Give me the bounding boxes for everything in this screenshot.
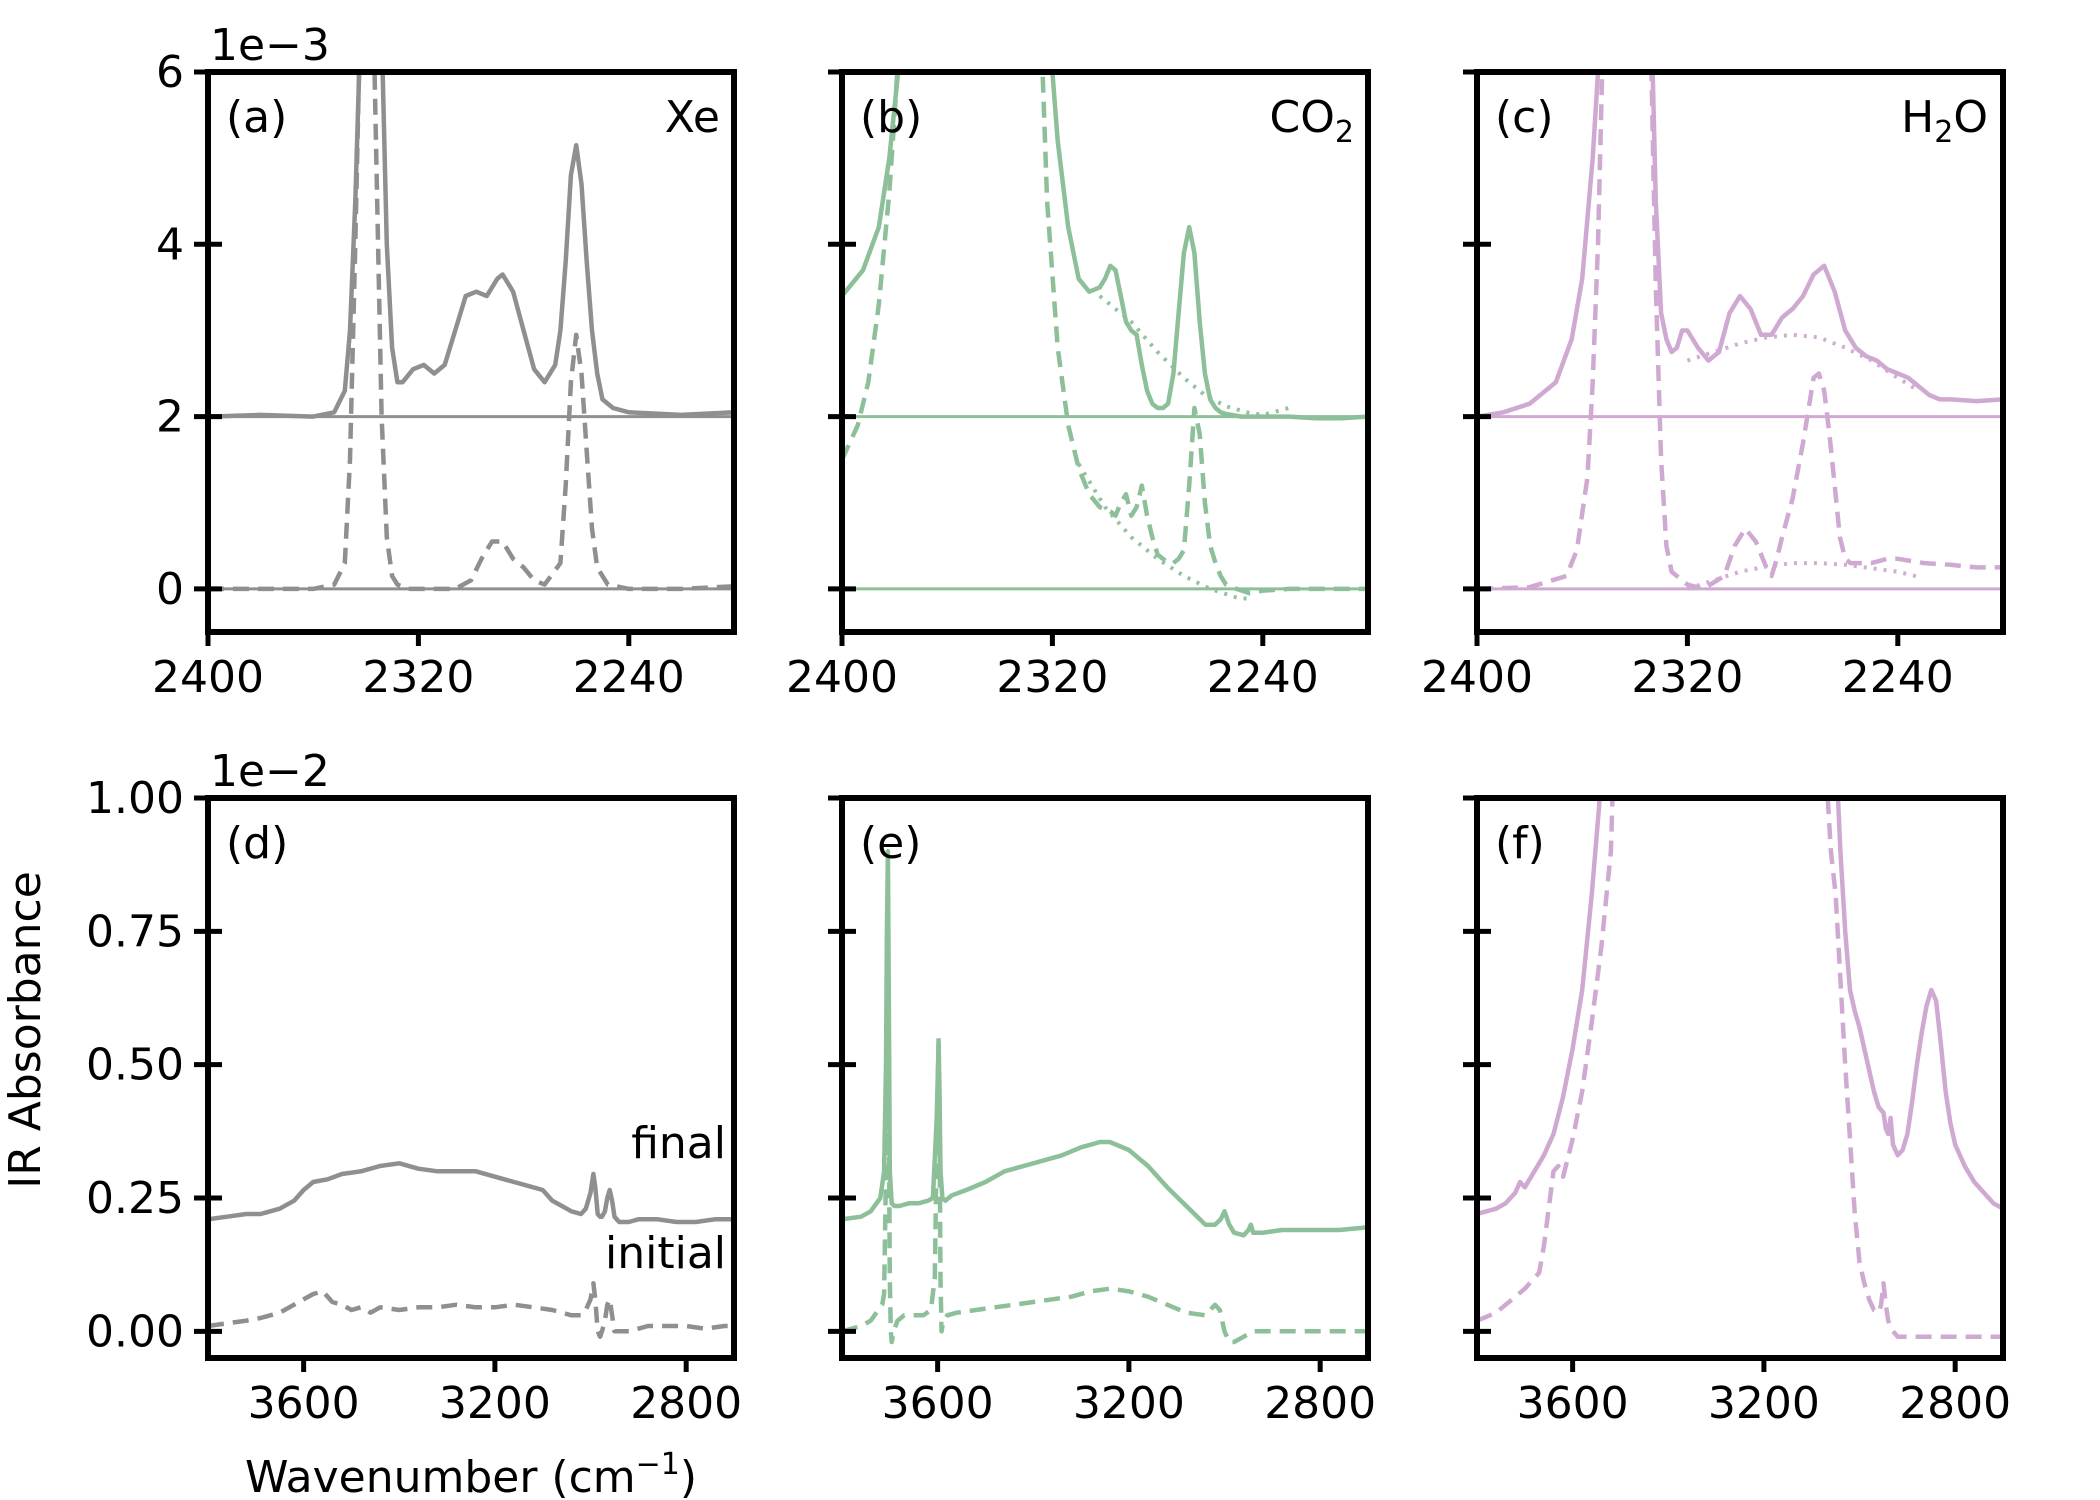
panel-b-xtick-label-0: 2400 (786, 652, 898, 703)
panel-a-ytick-label-1: 2 (156, 392, 184, 443)
panel-a-species: Xe (665, 92, 720, 143)
panel-a-ytick-label-0: 0 (156, 564, 184, 615)
panel-c-series-initial (1477, 72, 2003, 592)
panel-e-xtick-label-2: 2800 (1264, 1378, 1376, 1429)
panel-b-xtick-label-1: 2320 (996, 652, 1108, 703)
panel-b-xtick-label-2: 2240 (1207, 652, 1319, 703)
panel-b: 2400 2320 2240 (b) CO2 (786, 69, 1371, 703)
panel-a-xtick-label-0: 2400 (152, 652, 264, 703)
panel-e-xtick-label-1: 3200 (1073, 1378, 1185, 1429)
panel-b-species: CO2 (1270, 92, 1354, 150)
panel-c: 2400 2320 2240 (c) H2O (1421, 69, 2006, 703)
panel-b-data (842, 72, 1368, 602)
panel-a-xtick-label-2: 2240 (573, 652, 685, 703)
panel-a-frame (205, 69, 737, 635)
panel-f-label: (f) (1495, 818, 1545, 869)
panel-d-frame (205, 795, 737, 1361)
x-axis-title: Wavenumber (cm−1) (245, 1447, 697, 1500)
panel-d: 0.00 0.25 0.50 0.75 1.00 3600 3200 2800 (d) 1e−… (86, 746, 742, 1429)
panel-f-xtick-label-2: 2800 (1899, 1378, 2011, 1429)
panel-b-ticks: 2400 2320 2240 (786, 69, 1319, 703)
panel-f-ticks: 3600 3200 2800 (1463, 795, 2011, 1429)
panel-c-xtick-label-1: 2320 (1631, 652, 1743, 703)
row-2-offset-label: 1e−2 (210, 746, 330, 797)
annotation-initial: initial (605, 1228, 726, 1279)
panel-a-ticks: 0 2 4 6 2400 2320 2240 (152, 47, 685, 703)
panel-c-series-final (1477, 72, 2003, 419)
panel-a-xtick-label-1: 2320 (362, 652, 474, 703)
panel-c-species: H2O (1901, 92, 1988, 150)
row-1-offset-label: 1e−3 (210, 20, 330, 71)
panel-d-xtick-label-1: 3200 (439, 1378, 551, 1429)
panel-b-frame (839, 69, 1371, 635)
panel-d-ytick-label-1: 0.25 (86, 1173, 184, 1224)
panel-e-series-initial (842, 929, 1368, 1345)
panel-e-frame (839, 795, 1371, 1361)
panel-e-label: (e) (860, 818, 921, 869)
panel-f-series-final (1477, 798, 2003, 1217)
panel-e: 3600 3200 2800 (e) (828, 795, 1376, 1429)
panel-e-xtick-label-0: 3600 (882, 1378, 994, 1429)
panel-f-series-initial (1477, 798, 2003, 1339)
panel-d-label: (d) (226, 818, 288, 869)
panel-b-label: (b) (860, 92, 922, 143)
panel-e-series-final (842, 849, 1368, 1238)
panel-c-xtick-label-2: 2240 (1842, 652, 1954, 703)
panel-d-xtick-label-0: 3600 (248, 1378, 360, 1429)
panel-b-series-fit-upper (1098, 294, 1290, 417)
panel-e-ticks: 3600 3200 2800 (828, 795, 1376, 1429)
panel-f: 3600 3200 2800 (f) (1463, 795, 2011, 1429)
panel-f-frame (1474, 795, 2006, 1361)
panel-c-ticks: 2400 2320 2240 (1421, 69, 1954, 703)
panel-b-series-final (842, 72, 1368, 421)
panel-d-ytick-label-3: 0.75 (86, 906, 184, 957)
panel-c-data (1477, 72, 2003, 592)
panel-a-label: (a) (226, 92, 287, 143)
panel-f-data (1477, 798, 2003, 1339)
panel-f-xtick-label-1: 3200 (1708, 1378, 1820, 1429)
panel-a-ytick-label-2: 4 (156, 219, 184, 270)
panel-a-data (208, 72, 734, 592)
y-axis-title: IR Absorbance (0, 871, 51, 1189)
panel-c-label: (c) (1495, 92, 1554, 143)
panel-d-ytick-label-0: 0.00 (86, 1306, 184, 1357)
panel-e-data (842, 849, 1368, 1345)
annotation-final: final (631, 1118, 726, 1169)
panel-b-series-fit-lower (1076, 462, 1253, 602)
panel-c-series-fit-lower (1686, 561, 1920, 591)
panel-d-ytick-label-4: 1.00 (86, 773, 184, 824)
panel-d-xtick-label-2: 2800 (630, 1378, 742, 1429)
panel-a: 0 2 4 6 2400 2320 2240 (a) Xe 1e−3 (152, 20, 737, 703)
panel-d-series-final (208, 1161, 734, 1225)
panel-c-frame (1474, 69, 2006, 635)
panel-d-series-initial (208, 1281, 734, 1339)
panel-a-series-final (208, 72, 734, 419)
panel-c-xtick-label-0: 2400 (1421, 652, 1533, 703)
panel-a-series-initial (208, 72, 734, 592)
panel-a-ytick-label-3: 6 (156, 47, 184, 98)
panel-d-data (208, 1161, 734, 1339)
panel-b-series-initial (842, 72, 1368, 596)
panel-d-ytick-label-2: 0.50 (86, 1040, 184, 1091)
panel-f-xtick-label-0: 3600 (1517, 1378, 1629, 1429)
panel-d-ticks: 0.00 0.25 0.50 0.75 1.00 3600 3200 2800 (86, 773, 742, 1429)
